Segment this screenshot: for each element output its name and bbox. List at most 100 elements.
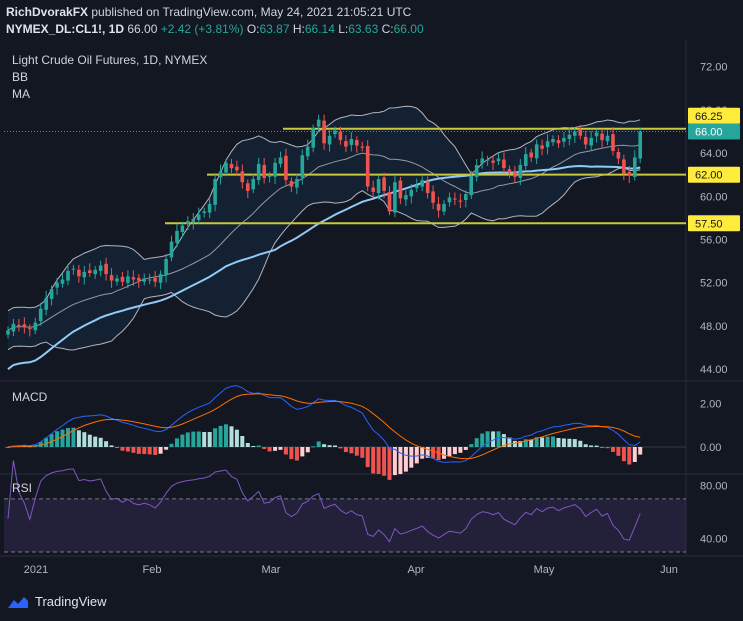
candle-body <box>267 175 272 177</box>
macd-histogram-bar <box>44 437 49 447</box>
candle-body <box>436 203 441 211</box>
macd-histogram-bar <box>567 438 572 447</box>
macd-histogram-bar <box>229 426 234 447</box>
candle-body <box>333 130 337 135</box>
candle-body <box>420 180 424 187</box>
candle-body <box>562 137 566 142</box>
candle-body <box>186 221 190 224</box>
candle-body <box>224 162 228 173</box>
candle-body <box>338 131 343 141</box>
candle-body <box>295 179 299 188</box>
candle-body <box>513 170 517 177</box>
macd-histogram-bar <box>289 447 294 460</box>
macd-histogram-bar <box>207 432 212 447</box>
macd-histogram-bar <box>480 433 485 447</box>
low-value: 63.63 <box>348 22 379 36</box>
macd-histogram-bar <box>125 447 130 452</box>
author-name[interactable]: RichDvorakFX <box>6 5 89 19</box>
candle-body <box>404 195 408 200</box>
price-tick-label: 60.00 <box>700 191 728 203</box>
candle-body <box>66 270 70 281</box>
candle-body <box>518 165 523 178</box>
macd-histogram-bar <box>572 439 577 447</box>
candle-body <box>556 140 561 144</box>
rsi-line <box>7 460 641 543</box>
footer-brand[interactable]: TradingView <box>7 594 107 609</box>
candle-body <box>474 165 479 177</box>
macd-histogram-bar <box>627 447 632 465</box>
macd-histogram-bar <box>638 447 643 455</box>
candle-body <box>180 225 185 232</box>
macd-histogram-bar <box>300 447 305 457</box>
level-label-box <box>688 107 740 124</box>
header-publish-line: RichDvorakFX published on TradingView.co… <box>6 5 411 19</box>
candle-body <box>540 145 544 149</box>
bollinger-basis <box>7 144 641 331</box>
level-label-box <box>688 215 740 232</box>
macd-histogram-bar <box>616 447 621 456</box>
candle-body <box>311 128 315 148</box>
rsi-legend[interactable]: RSI <box>12 481 33 495</box>
candle-body <box>622 159 626 174</box>
candle-body <box>393 182 397 213</box>
macd-histogram-bar <box>191 431 196 447</box>
macd-histogram-bar <box>409 447 414 468</box>
close-label: C: <box>381 22 394 36</box>
bollinger-lower <box>7 167 641 351</box>
candle-body <box>126 276 130 283</box>
macd-histogram-bar <box>136 447 141 454</box>
candle-body <box>278 157 283 164</box>
candle-body <box>594 132 599 137</box>
candle-body <box>229 163 234 169</box>
candle-body <box>349 139 354 145</box>
time-tick-label: 2021 <box>24 564 48 576</box>
candle-body <box>115 278 119 282</box>
candle-body <box>442 203 446 212</box>
macd-histogram-bar <box>583 444 588 447</box>
macd-histogram-bar <box>262 447 267 449</box>
macd-histogram-bar <box>71 427 76 447</box>
candle-body <box>169 241 174 258</box>
candle-body <box>567 134 572 139</box>
candle-body <box>164 259 168 276</box>
macd-legend[interactable]: MACD <box>12 390 48 404</box>
macd-histogram-bar <box>98 437 103 447</box>
macd-histogram-bar <box>354 447 359 456</box>
candle-body <box>551 139 555 143</box>
macd-histogram-bar <box>534 437 539 447</box>
macd-histogram-bar <box>66 428 70 447</box>
macd-tick-label: 2.00 <box>700 399 721 411</box>
bb-legend[interactable]: BB <box>12 70 29 84</box>
candle-body <box>82 271 87 278</box>
macd-histogram-bar <box>512 440 517 447</box>
candle-body <box>158 274 163 283</box>
candle-body <box>284 155 288 181</box>
candle-body <box>365 146 370 187</box>
low-label: L: <box>338 22 349 36</box>
macd-histogram-bar <box>376 447 381 474</box>
macd-histogram-bar <box>523 439 528 447</box>
candle-body <box>246 183 250 191</box>
macd-histogram-bar <box>49 434 54 447</box>
candle-body <box>425 181 430 194</box>
time-tick-label: May <box>534 564 555 576</box>
macd-histogram-bar <box>425 447 430 458</box>
candle-body <box>524 154 528 166</box>
ma-legend[interactable]: MA <box>12 87 30 101</box>
macd-histogram-bar <box>245 443 250 447</box>
open-value: 63.87 <box>259 22 290 36</box>
level-label: 62.00 <box>695 170 723 182</box>
macd-tick-label: 0.00 <box>700 442 721 454</box>
level-label-box <box>688 166 740 183</box>
candle-body <box>147 279 152 281</box>
candle-body <box>240 171 245 183</box>
time-tick-label: Mar <box>262 564 281 576</box>
open-label: O: <box>246 22 260 36</box>
macd-histogram-bar <box>365 447 370 468</box>
macd-histogram-bar <box>158 447 163 454</box>
candle-body <box>447 197 452 203</box>
macd-histogram-bar <box>322 444 327 447</box>
candle-body <box>633 157 637 177</box>
macd-histogram-bar <box>109 445 114 447</box>
